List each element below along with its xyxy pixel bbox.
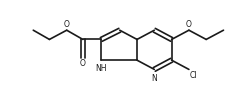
Text: O: O (185, 20, 191, 29)
Text: NH: NH (95, 64, 106, 73)
Text: Cl: Cl (189, 71, 197, 80)
Text: O: O (64, 20, 69, 29)
Text: O: O (80, 59, 86, 68)
Text: N: N (151, 74, 156, 83)
